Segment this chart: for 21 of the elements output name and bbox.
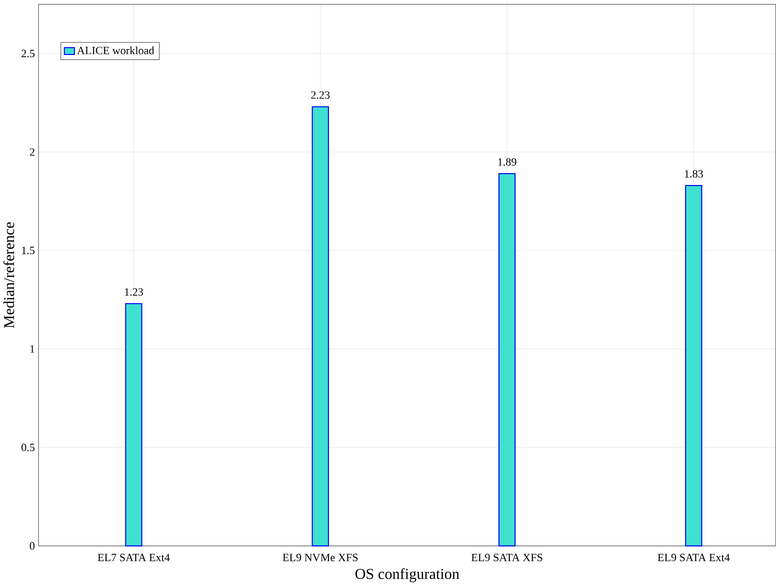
y-tick-label: 2 — [30, 148, 34, 156]
legend-label: ALICE workload — [77, 46, 154, 55]
data-label: 1.83 — [684, 170, 703, 178]
y-tick-label: 1 — [30, 346, 34, 353]
y-tick-label: 0.5 — [22, 444, 35, 452]
x-tick-label: EL9 NVMe XFS — [282, 554, 358, 562]
data-label: 2.23 — [311, 92, 330, 100]
bar — [685, 185, 702, 547]
data-label: 1.23 — [124, 288, 143, 296]
bar — [125, 303, 142, 547]
bar — [498, 173, 516, 547]
bar — [312, 106, 329, 547]
y-axis-title: Median/reference — [3, 222, 14, 328]
y-tick-label: 1.5 — [22, 247, 35, 254]
y-tick-label: 0 — [30, 542, 35, 550]
x-axis-title: OS configuration — [355, 568, 460, 582]
y-tick-label: 2.5 — [22, 50, 35, 58]
x-tick-label: EL9 SATA Ext4 — [658, 554, 730, 562]
x-tick-label: EL9 SATA XFS — [471, 554, 542, 562]
x-tick-label: EL7 SATA Ext4 — [98, 554, 170, 562]
data-label: 1.89 — [498, 158, 516, 166]
